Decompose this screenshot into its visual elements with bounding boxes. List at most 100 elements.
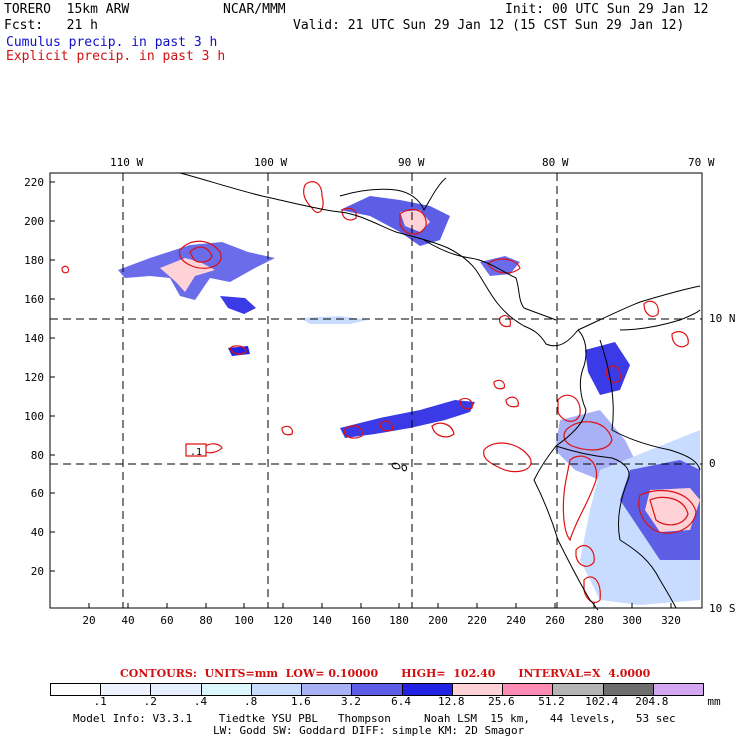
coastlines <box>179 172 701 611</box>
precip-blob-mid <box>300 316 368 324</box>
contour-north-2 <box>671 331 689 348</box>
valid-time: Valid: 21 UTC Sun 29 Jan 12 (15 CST Sun … <box>293 18 685 33</box>
coast-yucatan <box>339 177 447 212</box>
x-tick: 100 <box>234 614 254 627</box>
precip-blob-west-south <box>220 296 256 314</box>
x-tick: 300 <box>622 614 642 627</box>
contour-gulf-3 <box>399 208 427 235</box>
precip-band-itcz <box>340 400 475 438</box>
contour-andes-1 <box>562 455 598 542</box>
contour-pacific-1 <box>483 442 532 473</box>
graticule <box>50 173 702 608</box>
coast-carib <box>423 239 557 321</box>
legend-break-label: .1 <box>93 695 107 708</box>
lon-label-70w: 70 W <box>688 156 715 169</box>
legend-break-label: 51.2 <box>538 695 565 708</box>
contour-label-tail <box>205 443 223 454</box>
contour-band-3 <box>379 420 393 432</box>
model-title: TORERO 15km ARW <box>4 2 130 17</box>
legend-break-label: .4 <box>193 695 208 708</box>
contour-gulf-2 <box>341 207 357 221</box>
y-tick: 20 <box>31 565 44 578</box>
border-peru-bolivia <box>619 539 677 609</box>
x-tick: 160 <box>351 614 371 627</box>
y-tick: 60 <box>31 487 44 500</box>
legend-swatch <box>553 684 604 695</box>
legend-break-label: 12.8 <box>437 695 465 708</box>
precip-blob-amazon-pink <box>645 488 700 532</box>
contour-north-1 <box>643 300 659 317</box>
cumulus-precip-areas <box>118 196 700 605</box>
explicit-label: Explicit precip. in past 3 h <box>6 49 226 64</box>
legend-swatch <box>352 684 403 695</box>
contour-amazon-1 <box>638 489 697 534</box>
contour-pacific-3 <box>505 396 519 408</box>
lon-label-80w: 80 W <box>542 156 569 169</box>
precip-blob-carib <box>480 256 520 276</box>
y-tick: 180 <box>24 254 44 267</box>
y-tick: 120 <box>24 371 44 384</box>
precip-blob-gulf-pink <box>400 210 430 232</box>
x-tick: 260 <box>545 614 565 627</box>
model-info: Model Info: V3.3.1 Tiedtke YSU PBL Thomp… <box>73 712 676 725</box>
init-time: Init: 00 UTC Sun 29 Jan 12 <box>505 2 709 17</box>
legend-break-label: .2 <box>143 695 157 708</box>
contour-andes-2 <box>575 545 595 567</box>
coast-venezuela <box>619 309 701 331</box>
legend-swatch <box>402 684 453 695</box>
contour-west <box>178 240 222 269</box>
map-frame <box>49 172 703 609</box>
contour-colombia-1 <box>557 394 581 422</box>
border-ecuador-peru <box>555 445 630 541</box>
contour-far-west <box>61 265 70 274</box>
legend-swatch <box>101 684 152 695</box>
contour-label-box <box>185 443 207 457</box>
legend-swatch <box>201 684 252 695</box>
legend-break-label: 3.2 <box>340 695 361 708</box>
legend-swatch <box>151 684 202 695</box>
contour-amazon-2 <box>649 496 689 526</box>
contour-band-1 <box>281 425 293 436</box>
y-tick: 100 <box>24 410 44 423</box>
contour-value-label: .1 <box>190 447 202 458</box>
x-tick: 180 <box>389 614 409 627</box>
galapagos <box>391 462 407 472</box>
contour-band-5 <box>459 397 473 410</box>
contour-small-w <box>229 345 247 355</box>
lon-label-110w: 110 W <box>110 156 143 169</box>
contour-andes-3 <box>583 576 601 603</box>
legend-break-label: 1.6 <box>290 695 311 708</box>
coast-south-america-north <box>577 285 701 331</box>
legend-break-label: 102.4 <box>585 695 619 708</box>
legend-swatch <box>452 684 504 695</box>
x-tick: 240 <box>506 614 526 627</box>
y-tick: 160 <box>24 293 44 306</box>
lat-label-0: 0 <box>709 457 716 470</box>
coast-mexico <box>179 172 477 271</box>
contour-carib-2 <box>499 314 511 328</box>
legend-units: mm <box>707 695 721 708</box>
x-tick: 140 <box>312 614 332 627</box>
y-tick: 80 <box>31 449 44 462</box>
legend-swatch <box>653 684 704 695</box>
contour-caption: CONTOURS: UNITS=mm LOW= 0.10000 HIGH= 10… <box>120 667 651 680</box>
contour-band-2 <box>343 425 363 439</box>
x-tick: 40 <box>121 614 134 627</box>
x-tick: 80 <box>199 614 212 627</box>
y-tick: 200 <box>24 215 44 228</box>
precip-blob-west-pink <box>160 258 215 292</box>
legend-break-label: .8 <box>243 695 258 708</box>
border-colombia <box>599 339 701 471</box>
lat-label-10s: 10 S <box>709 602 736 615</box>
legend-swatch <box>503 684 554 695</box>
lat-label-10n: 10 N <box>709 312 736 325</box>
contour-west-inner <box>189 246 213 263</box>
legend-swatch <box>251 684 303 695</box>
explicit-precip-contours <box>61 181 697 603</box>
x-tick: 200 <box>428 614 448 627</box>
legend-swatch <box>603 684 654 695</box>
y-tick: 220 <box>24 176 44 189</box>
x-tick: 220 <box>467 614 487 627</box>
precip-blob-gulf <box>340 196 450 246</box>
